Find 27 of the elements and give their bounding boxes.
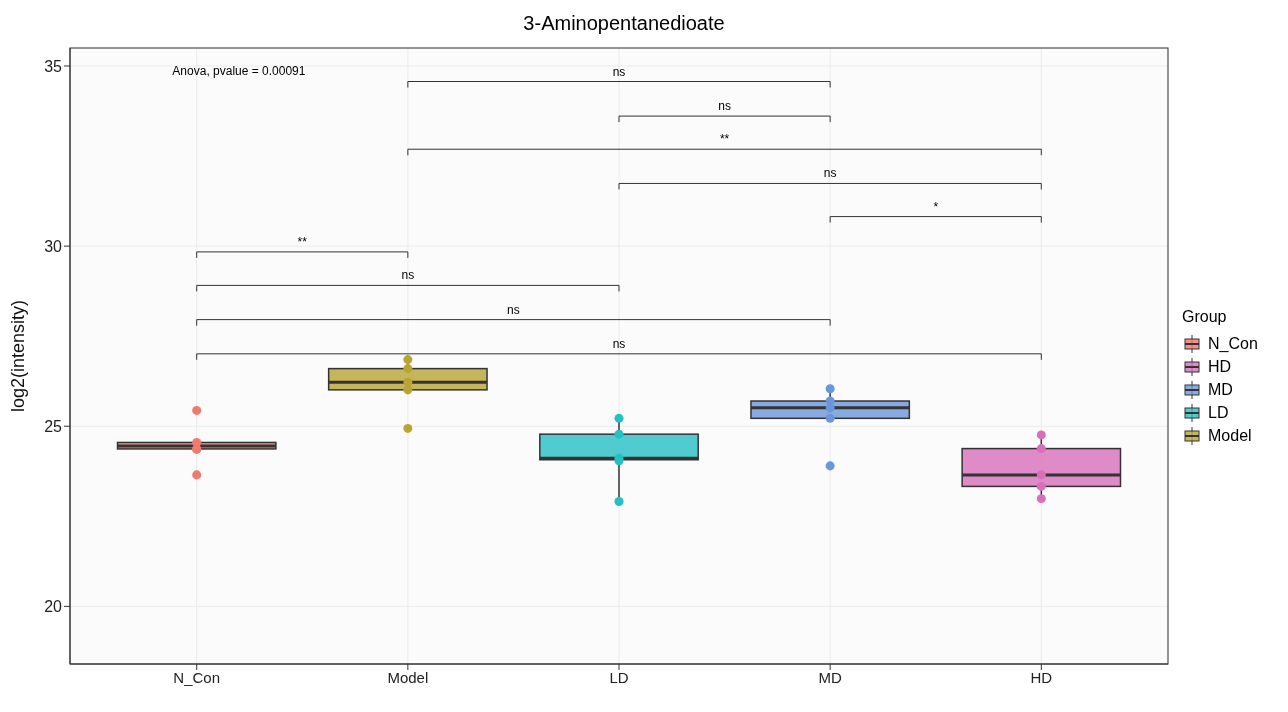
x-tick-label: Model [387, 668, 429, 686]
annotation: ns [401, 268, 415, 283]
annotation: * [933, 199, 939, 214]
annotation: ns [612, 336, 626, 351]
legend-label: HD [1208, 357, 1232, 376]
legend-label: N_Con [1208, 334, 1258, 353]
x-tick-label: N_Con [173, 668, 221, 686]
x-tick-label: MD [818, 668, 842, 686]
y-tick-label: 20 [44, 598, 63, 616]
annotation: ns [612, 64, 626, 79]
chart-title: 3-Aminopentanedioate [522, 11, 726, 36]
y-axis-title: log2(intensity) [8, 299, 29, 413]
y-tick-label: 30 [44, 237, 63, 255]
legend-label: Model [1208, 426, 1252, 445]
annotation: ns [507, 302, 520, 317]
annotation: ns [718, 99, 731, 114]
x-tick-label: LD [609, 668, 629, 686]
annotation: Anova, pvalue = 0.00091 [172, 63, 306, 78]
x-tick-label: HD [1030, 668, 1053, 686]
y-tick-label: 35 [44, 57, 63, 75]
legend-label: MD [1208, 380, 1233, 399]
y-tick-label: 25 [44, 417, 63, 435]
annotation: ** [297, 234, 308, 249]
annotation: ns [823, 166, 837, 181]
legend-label: LD [1208, 403, 1229, 422]
legend-title: Group [1182, 308, 1228, 326]
annotation: ** [719, 132, 730, 147]
